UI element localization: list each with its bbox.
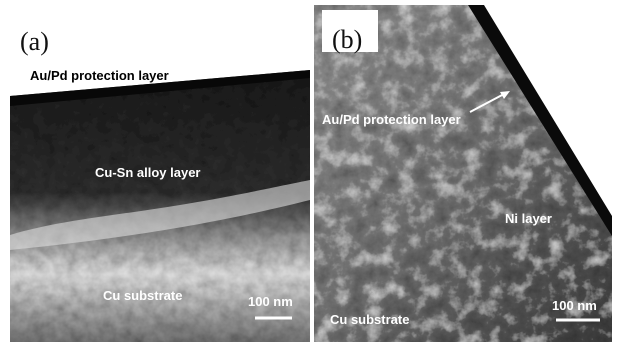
scale-bar-label: 100 nm <box>552 298 597 313</box>
annotation: Au/Pd protection layer <box>322 112 461 127</box>
annotation: Cu substrate <box>103 288 182 303</box>
annotation: Cu substrate <box>330 312 409 327</box>
panel-b: (b) Au/Pd protection layer Ni layer Cu s… <box>314 5 612 342</box>
panel-a: (a) Au/Pd protection layer Cu-Sn alloy l… <box>10 27 310 342</box>
annotation: Cu-Sn alloy layer <box>95 165 200 180</box>
annotation: Ni layer <box>505 211 552 226</box>
panel-label: (b) <box>332 25 362 54</box>
panel-label: (a) <box>20 27 49 56</box>
annotation: Au/Pd protection layer <box>30 68 169 83</box>
tem-image <box>314 5 612 342</box>
figure: (a) Au/Pd protection layer Cu-Sn alloy l… <box>0 0 620 342</box>
scale-bar-label: 100 nm <box>248 294 293 309</box>
